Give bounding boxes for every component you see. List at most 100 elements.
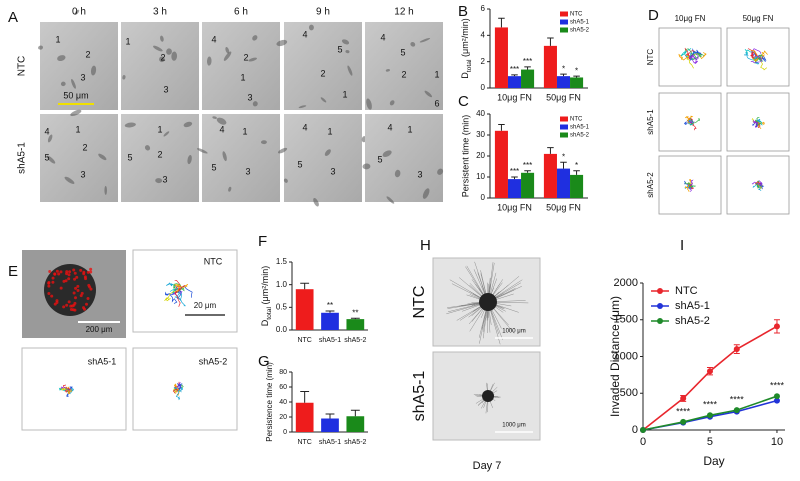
cell-label: 6	[434, 98, 439, 108]
scale-bar-label: 1000 μm	[502, 423, 525, 429]
cell	[71, 78, 76, 89]
cell	[283, 178, 288, 183]
marker	[680, 395, 687, 402]
cell	[183, 121, 193, 128]
cell	[70, 109, 82, 117]
track	[689, 183, 694, 190]
nucleus	[67, 300, 71, 304]
x-axis-label: Day	[703, 454, 724, 468]
legend-swatch	[560, 132, 568, 138]
marker	[640, 427, 646, 433]
cell-label: 1	[125, 36, 130, 46]
cell	[347, 65, 353, 76]
cell	[144, 145, 151, 151]
cell	[228, 186, 232, 192]
error-bar	[498, 124, 505, 131]
error-bar	[498, 17, 505, 28]
scale-bar-label: 50 μm	[63, 90, 88, 100]
significance-label: *	[575, 66, 578, 75]
cell-label: 5	[337, 44, 342, 54]
error-bar	[350, 317, 360, 320]
nucleus	[55, 300, 59, 304]
legend-label: shA5-2	[570, 28, 590, 34]
legend-label: NTC	[570, 12, 583, 18]
microscopy-image	[202, 22, 280, 110]
scale-bar-label: 1000 μm	[502, 329, 525, 335]
track	[177, 383, 182, 391]
error-bar	[300, 282, 310, 290]
y-tick-label: 80	[279, 369, 287, 376]
row-label: shA5-1	[411, 371, 428, 422]
cell	[394, 169, 401, 178]
bar	[295, 289, 314, 330]
nucleus	[67, 273, 71, 277]
marker	[773, 397, 780, 404]
nucleus	[72, 303, 76, 307]
y-tick-label: 40	[476, 109, 485, 118]
nucleus	[47, 284, 51, 288]
track	[756, 183, 762, 188]
track	[750, 55, 763, 63]
y-axis-label-part: (μm²/min)	[260, 266, 270, 307]
cell	[386, 196, 395, 204]
significance-label: ****	[770, 381, 785, 391]
column-label: 50μg FN	[743, 14, 774, 23]
bar	[521, 172, 535, 198]
y-axis-label-part: D	[260, 319, 270, 326]
nucleus	[86, 270, 90, 274]
track	[173, 283, 185, 293]
x-tick-label: shA5-2	[344, 439, 366, 446]
timepoint-label: 12 h	[394, 7, 413, 18]
bar	[295, 402, 314, 432]
y-tick-label: 500	[620, 387, 638, 399]
bar	[556, 76, 571, 88]
track	[684, 47, 691, 60]
cell-label: 3	[245, 166, 250, 176]
cell-label: 4	[211, 34, 216, 44]
track	[686, 54, 694, 69]
legend-marker	[657, 288, 663, 294]
error-bar	[325, 310, 335, 313]
cell	[424, 90, 433, 98]
significance-label: *	[575, 161, 578, 170]
error-bar	[560, 73, 567, 77]
error-bar	[547, 147, 554, 154]
track	[689, 179, 694, 186]
nucleus	[47, 280, 51, 284]
cell	[159, 56, 165, 63]
nucleus	[72, 291, 76, 295]
nucleus	[51, 276, 55, 280]
cell-label: 4	[380, 32, 385, 42]
y-tick-label: 1.0	[276, 280, 288, 289]
track	[757, 180, 763, 187]
track	[744, 49, 759, 59]
nucleus	[65, 272, 69, 276]
cell	[187, 154, 192, 165]
cell-label: 2	[85, 49, 90, 59]
error-bar	[560, 161, 567, 169]
track	[757, 53, 764, 62]
cell	[171, 51, 178, 61]
track	[684, 116, 691, 124]
cell-label: 4	[44, 126, 49, 136]
nucleus	[59, 270, 63, 274]
nucleus	[48, 269, 52, 273]
significance-label: *	[562, 152, 565, 161]
y-axis-label: Dtotal (μm²/min)	[460, 18, 472, 78]
cell	[216, 117, 227, 125]
significance-label: ****	[730, 395, 745, 405]
marker	[680, 418, 687, 425]
legend-label: NTC	[675, 285, 698, 297]
cell	[298, 105, 307, 109]
track	[689, 118, 700, 125]
panel-letter: H	[420, 237, 431, 254]
microscopy-image	[121, 114, 199, 202]
spheroid-image	[432, 257, 541, 347]
track-box	[21, 347, 127, 431]
cell	[252, 101, 258, 107]
cell	[422, 188, 430, 199]
legend-label: shA5-1	[675, 300, 710, 312]
cell-label: 5	[44, 152, 49, 162]
cell	[225, 47, 230, 54]
cell	[124, 122, 136, 128]
